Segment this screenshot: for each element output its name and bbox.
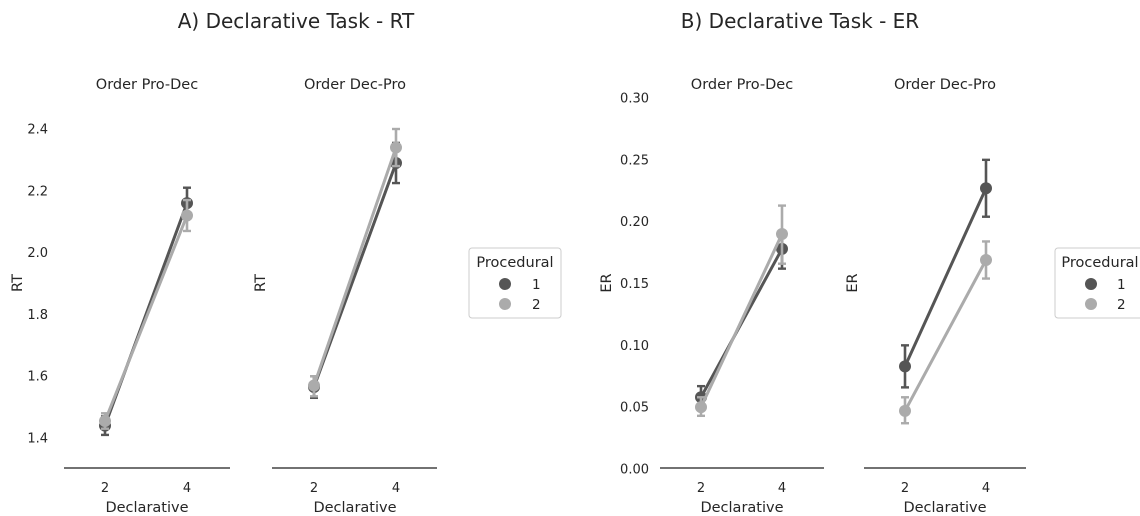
y-axis-label-a2: RT	[253, 274, 269, 292]
y-axis-label-b2: ER	[845, 273, 861, 292]
y-tick-label-b1: 0.30	[620, 92, 649, 107]
data-point	[181, 209, 193, 222]
panel-b1-title: Order Pro-Dec	[691, 77, 793, 93]
panel-a2-title: Order Dec-Pro	[304, 77, 406, 93]
series-line-1	[903, 186, 988, 368]
panel-a1-title: Order Pro-Dec	[96, 77, 198, 93]
data-point	[980, 254, 992, 267]
legend-a-frame	[468, 247, 562, 319]
x-tick-label-b2: 2	[901, 481, 909, 496]
x-tick-label-b1: 4	[778, 481, 786, 496]
x-axis-label-b2: Declarative	[903, 500, 986, 516]
y-axis-label-b1: ER	[599, 273, 615, 292]
legend-a-title: Procedural	[476, 255, 553, 271]
legend-b-marker-2	[1085, 298, 1097, 310]
series-line-2	[312, 146, 398, 387]
x-tick-label-a2: 2	[310, 481, 318, 496]
figure-b-title: B) Declarative Task - ER	[681, 9, 920, 33]
legend-b-label-2: 2	[1117, 297, 1126, 313]
y-axis-label-a1: RT	[10, 274, 26, 292]
series-2-a2	[308, 127, 402, 398]
panel-b1: 0.00 0.05 0.10 0.15 0.20 0.25 0.30 2 4	[620, 92, 824, 496]
y-tick-label-b1: 0.05	[620, 401, 649, 416]
data-point	[308, 379, 320, 392]
series-line-2	[699, 232, 784, 409]
x-tick-label-a2: 4	[392, 481, 400, 496]
series-2-a1	[99, 198, 193, 430]
legend-a-label-1: 1	[532, 277, 541, 293]
plot-area: 1.41.61.82.02.22.42 4 2 40.000.050.100.150.…	[27, 92, 1026, 496]
data-point	[695, 401, 707, 414]
series-1-b2	[899, 158, 992, 389]
y-tick-label-b1: 0.10	[620, 339, 649, 354]
legend-a-marker-1	[499, 278, 511, 290]
series-line-2	[903, 258, 988, 413]
series-2-b2	[899, 240, 992, 425]
y-tick-label-a1: 1.6	[27, 370, 48, 385]
data-point	[899, 404, 911, 417]
legend-b-marker-1	[1085, 278, 1097, 290]
legend-a-label-2: 2	[532, 297, 541, 313]
x-axis-label-b1: Declarative	[700, 500, 783, 516]
x-axis-label-a1: Declarative	[105, 500, 188, 516]
data-point	[980, 182, 992, 195]
y-tick-label-a1: 2.0	[27, 246, 48, 261]
x-tick-label-b1: 2	[697, 481, 705, 496]
y-tick-label-b1: 0.00	[620, 463, 649, 478]
legend-a: Procedural 1 2	[468, 247, 562, 319]
x-tick-label-a1: 2	[101, 481, 109, 496]
data-point	[390, 141, 402, 154]
legend-b: Procedural 1 2	[1054, 247, 1140, 319]
y-tick-label-a1: 2.4	[27, 123, 48, 138]
legend-b-label-1: 1	[1117, 277, 1126, 293]
y-tick-label-b1: 0.20	[620, 215, 649, 230]
data-point	[899, 360, 911, 373]
data-point	[99, 415, 111, 428]
x-axis-label-a2: Declarative	[313, 500, 396, 516]
legend-b-frame	[1054, 247, 1140, 319]
legend-b-title: Procedural	[1061, 255, 1138, 271]
panel-a1: 1.4 1.6 1.8 2.0 2.2 2.4 2 4	[27, 123, 230, 496]
data-point	[776, 228, 788, 241]
y-tick-label-a1: 1.8	[27, 308, 48, 323]
x-tick-label-b2: 4	[982, 481, 990, 496]
y-tick-label-a1: 2.2	[27, 184, 48, 199]
panel-b2-title: Order Dec-Pro	[894, 77, 996, 93]
x-tick-label-a1: 4	[183, 481, 191, 496]
y-tick-label-a1: 1.4	[27, 432, 48, 447]
legend-a-marker-2	[499, 298, 511, 310]
y-tick-label-b1: 0.15	[620, 277, 649, 292]
series-2-b1	[695, 204, 788, 418]
y-tick-label-b1: 0.25	[620, 153, 649, 168]
figure-a-title: A) Declarative Task - RT	[178, 9, 415, 33]
series-line-2	[103, 214, 189, 423]
